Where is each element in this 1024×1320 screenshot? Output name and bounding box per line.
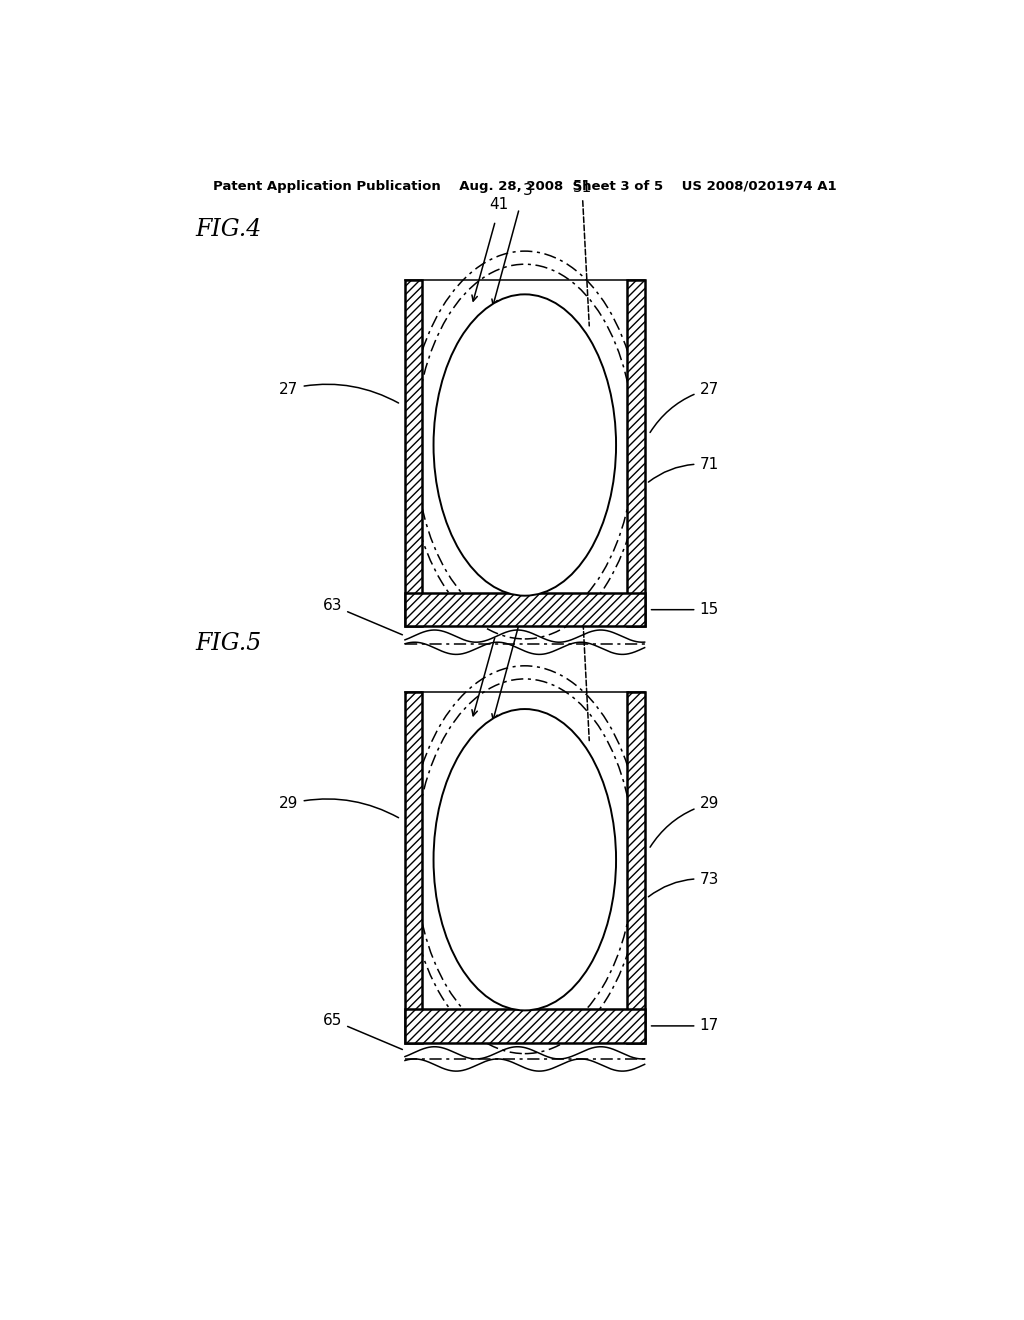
Bar: [627, 280, 645, 626]
Text: 3: 3: [523, 183, 534, 198]
Text: 27: 27: [280, 381, 398, 403]
Text: Patent Application Publication    Aug. 28, 2008  Sheet 3 of 5    US 2008/0201974: Patent Application Publication Aug. 28, …: [213, 181, 837, 193]
Text: 63: 63: [323, 598, 402, 635]
Text: FIG.5: FIG.5: [196, 632, 262, 655]
Text: 41: 41: [489, 612, 509, 627]
Bar: [404, 594, 645, 626]
Text: 29: 29: [650, 796, 719, 847]
Ellipse shape: [433, 709, 616, 1010]
Text: 51: 51: [572, 181, 592, 326]
Bar: [404, 280, 423, 626]
Text: 15: 15: [651, 602, 719, 618]
Text: 29: 29: [280, 796, 398, 817]
Text: 73: 73: [648, 871, 719, 896]
Text: 17: 17: [651, 1019, 719, 1034]
Text: 71: 71: [648, 457, 719, 482]
Text: 65: 65: [323, 1012, 402, 1049]
Text: 55: 55: [572, 595, 592, 741]
Text: FIG.4: FIG.4: [196, 218, 262, 242]
Bar: [404, 1008, 645, 1043]
Text: 41: 41: [489, 198, 509, 213]
Bar: [404, 692, 423, 1043]
Text: 27: 27: [650, 381, 719, 433]
Ellipse shape: [433, 294, 616, 595]
Text: 3: 3: [523, 598, 534, 612]
Bar: [627, 692, 645, 1043]
